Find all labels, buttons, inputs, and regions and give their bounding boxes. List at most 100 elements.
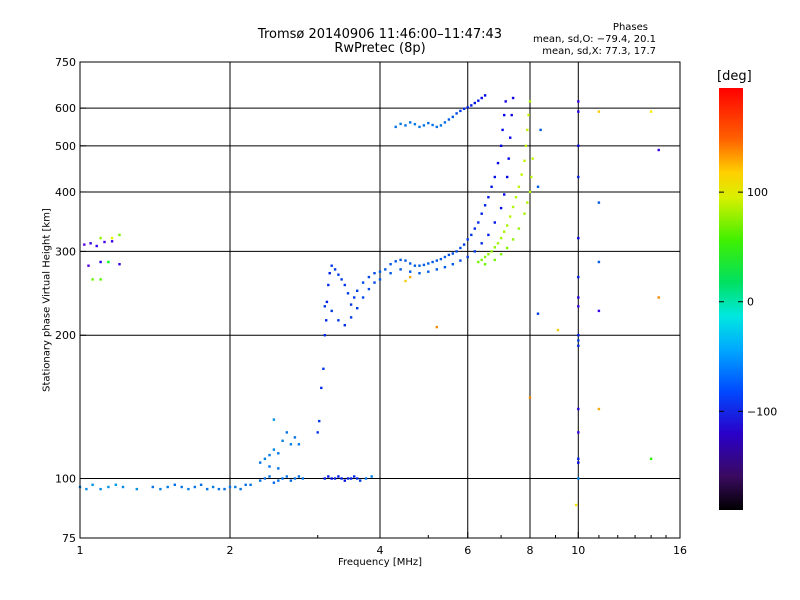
data-point [523,159,526,162]
data-point [483,263,487,266]
y-tick-label: 100 [55,473,76,486]
phases-o-stats: mean, sd,O: −79.4, 20.1 [533,34,656,45]
grid [80,62,680,538]
data-point [99,236,102,240]
data-point [340,477,343,480]
data-point [597,201,601,204]
data-point [206,487,209,491]
data-point [394,125,397,129]
data-point [378,278,382,281]
data-point [409,121,412,124]
data-point [577,110,580,113]
data-point [477,260,480,264]
data-points [78,94,660,507]
data-point [330,309,333,313]
data-point [451,115,454,119]
data-point [356,289,359,292]
data-point [404,259,407,262]
data-point [364,477,368,480]
data-point [244,483,247,486]
data-point [211,485,215,489]
data-point [327,283,330,287]
data-point [480,242,483,245]
data-point [427,262,430,265]
data-point [293,436,297,439]
data-point [107,260,110,264]
data-point [285,431,288,434]
phases-heading: Phases [612,22,648,33]
data-point [187,487,190,491]
data-point [373,272,376,275]
data-point [114,483,117,486]
data-point [361,281,365,284]
data-point [272,448,276,451]
data-point [103,240,106,244]
x-tick-label: 1 [77,544,84,557]
data-point [151,485,154,489]
data-point [511,205,515,209]
data-point [263,477,267,480]
data-point [340,278,343,281]
data-point [577,175,580,179]
y-tick-label: 75 [62,532,76,545]
data-point [523,212,526,215]
data-point [277,452,280,455]
data-point [356,307,359,310]
data-point [466,106,469,109]
x-tick-label: 8 [527,544,534,557]
data-point [507,157,510,160]
data-point [480,212,483,215]
data-point [289,443,293,446]
data-point [490,185,493,188]
data-point [361,296,365,299]
data-point [577,344,580,347]
data-point [277,479,280,482]
data-point [413,123,417,126]
data-point [526,128,529,132]
data-point [223,487,226,491]
data-point [477,99,480,102]
y-tick-label: 200 [55,329,76,342]
data-point [528,396,532,399]
data-point [409,262,412,265]
data-point [325,319,328,322]
data-point [95,244,98,248]
data-point [217,487,221,491]
data-point [480,96,483,100]
data-point [477,221,480,224]
data-point [435,325,438,329]
data-point [370,475,373,478]
data-point [499,144,503,147]
data-point [504,100,507,103]
data-point [343,324,346,327]
colorbar-tick-label: 0 [747,296,754,309]
data-point [234,485,237,489]
y-tick-label: 400 [55,186,76,199]
data-point [493,221,496,224]
data-point [577,305,580,308]
data-point [483,255,487,259]
data-point [556,328,560,332]
data-point [384,268,387,271]
data-point [316,431,319,434]
data-point [493,258,496,262]
data-point [418,125,421,129]
data-point [466,255,469,259]
data-point [297,443,301,446]
x-tick-label: 6 [464,544,471,557]
data-point [506,224,509,227]
data-point [367,287,371,291]
chart-subtitle: RwPretec (8p) [334,41,426,56]
data-point [517,227,521,230]
data-point [451,263,454,266]
data-point [597,407,601,411]
data-point [577,275,580,279]
data-point [443,255,447,259]
data-point [510,113,513,117]
data-point [83,243,86,246]
data-point [649,457,653,460]
data-point [409,270,412,273]
data-point [459,109,462,113]
data-point [199,483,203,486]
